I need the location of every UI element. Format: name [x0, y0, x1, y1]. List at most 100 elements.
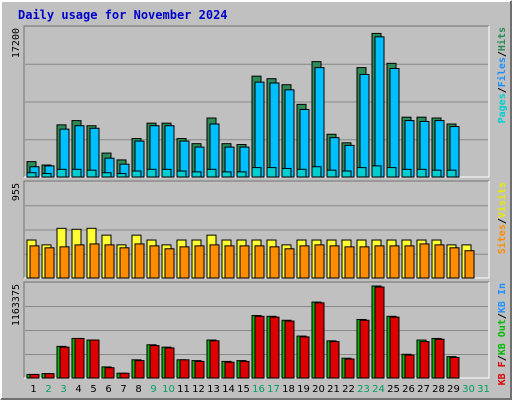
legend-hits-files-pages: Pages/Files/Hits — [496, 27, 508, 123]
bar — [266, 167, 277, 178]
bar — [401, 168, 412, 178]
bar — [296, 168, 307, 178]
bar — [179, 246, 190, 279]
bar — [389, 67, 400, 178]
bar — [104, 367, 115, 379]
x-tick-label: 8 — [135, 384, 141, 395]
bar — [71, 168, 82, 178]
bar — [251, 167, 262, 178]
bar — [449, 247, 460, 279]
bar — [284, 320, 295, 379]
x-tick-label: 20 — [312, 384, 325, 395]
legend-entry: Sites — [496, 224, 508, 254]
bar — [359, 73, 370, 178]
bar — [314, 67, 325, 178]
bar — [344, 358, 355, 379]
panel-visits-sites: 955 Sites/Visits — [11, 180, 508, 279]
x-tick-label: 23 — [357, 384, 370, 395]
bar — [44, 373, 55, 379]
bar — [284, 248, 295, 279]
x-tick-label: 11 — [177, 384, 190, 395]
bar — [131, 170, 142, 178]
legend-entry: / — [497, 355, 508, 361]
x-tick-label: 18 — [282, 384, 295, 395]
x-tick-label: 4 — [75, 384, 81, 395]
bar — [239, 360, 250, 379]
x-tick-label: 13 — [207, 384, 220, 395]
bar — [56, 168, 67, 178]
bar — [194, 245, 205, 279]
legend-visits-sites: Sites/Visits — [496, 182, 508, 254]
bar — [416, 168, 427, 178]
bar — [269, 82, 280, 178]
legend-entry: / — [497, 218, 508, 224]
bar — [329, 245, 340, 279]
bar — [419, 243, 430, 279]
bar — [356, 167, 367, 178]
bar — [59, 246, 70, 279]
x-tick-label: 16 — [252, 384, 265, 395]
bar — [194, 360, 205, 379]
bar — [434, 120, 445, 178]
x-tick-label: 12 — [192, 384, 205, 395]
bar — [44, 247, 55, 279]
x-tick-label: 21 — [327, 384, 340, 395]
bar — [179, 359, 190, 379]
x-tick-label: 1 — [30, 384, 36, 395]
bar — [209, 244, 220, 279]
bar — [119, 372, 130, 379]
bar — [374, 286, 385, 379]
bar — [419, 341, 430, 379]
chart-title: Daily usage for November 2024 — [18, 8, 228, 22]
bar — [299, 108, 310, 178]
bar — [134, 243, 145, 279]
bar — [284, 89, 295, 178]
bar — [59, 346, 70, 379]
bar — [449, 356, 460, 379]
x-tick-label: 10 — [162, 384, 175, 395]
bar — [254, 315, 265, 379]
x-tick-label: 9 — [150, 384, 156, 395]
bar — [116, 173, 127, 178]
x-tick-label: 25 — [387, 384, 400, 395]
bar — [164, 248, 175, 279]
series-pages — [26, 165, 457, 178]
x-tick-label: 28 — [432, 384, 445, 395]
bar — [41, 173, 52, 178]
bar — [371, 165, 382, 178]
bar — [269, 246, 280, 279]
x-tick-label: 3 — [60, 384, 66, 395]
bar — [404, 354, 415, 379]
bar — [29, 245, 40, 279]
bar — [431, 169, 442, 178]
legend-entry: Pages — [497, 93, 508, 123]
bar — [134, 360, 145, 379]
bar — [314, 244, 325, 279]
x-tick-label: 2 — [45, 384, 51, 395]
legend-entry: Visits — [496, 182, 508, 218]
bar — [26, 172, 37, 178]
bar — [209, 340, 220, 379]
bar — [434, 338, 445, 379]
x-tick-label: 24 — [372, 384, 385, 395]
x-tick-label: 5 — [90, 384, 96, 395]
bar — [344, 246, 355, 279]
bar — [104, 244, 115, 279]
bar — [161, 168, 172, 178]
legend-entry: KB In — [497, 283, 508, 313]
bar — [191, 171, 202, 178]
bar — [341, 170, 352, 178]
x-tick-label: 29 — [447, 384, 460, 395]
legend-entry: / — [497, 87, 508, 93]
bar — [359, 246, 370, 279]
bar — [419, 120, 430, 178]
bar — [89, 243, 100, 279]
x-tick-label: 6 — [105, 384, 111, 395]
bar — [101, 172, 112, 178]
bar — [254, 245, 265, 279]
bar — [89, 339, 100, 379]
bar — [434, 244, 445, 279]
bar — [236, 171, 247, 178]
